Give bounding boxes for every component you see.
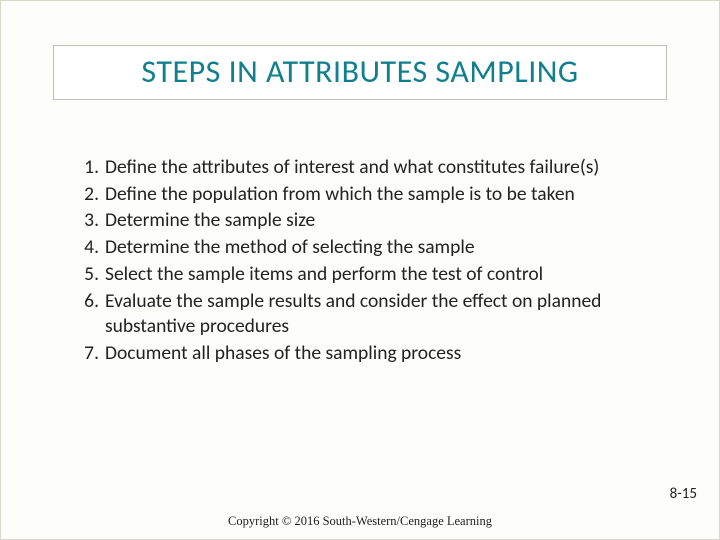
page-number: 8-15 <box>670 485 697 503</box>
copyright-footer: Copyright © 2016 South-Western/Cengage L… <box>1 514 719 529</box>
list-item: Evaluate the sample results and consider… <box>71 289 671 340</box>
list-item: Document all phases of the sampling proc… <box>71 341 671 367</box>
title-box: STEPS IN ATTRIBUTES SAMPLING <box>53 45 667 100</box>
list-item: Determine the sample size <box>71 208 671 234</box>
list-item: Select the sample items and perform the … <box>71 262 671 288</box>
list-item: Determine the method of selecting the sa… <box>71 235 671 261</box>
steps-list: Define the attributes of interest and wh… <box>71 155 671 367</box>
slide-title: STEPS IN ATTRIBUTES SAMPLING <box>66 54 654 89</box>
slide: STEPS IN ATTRIBUTES SAMPLING Define the … <box>0 0 720 540</box>
list-item: Define the attributes of interest and wh… <box>71 155 671 181</box>
steps-list-container: Define the attributes of interest and wh… <box>71 155 671 368</box>
list-item: Define the population from which the sam… <box>71 182 671 208</box>
